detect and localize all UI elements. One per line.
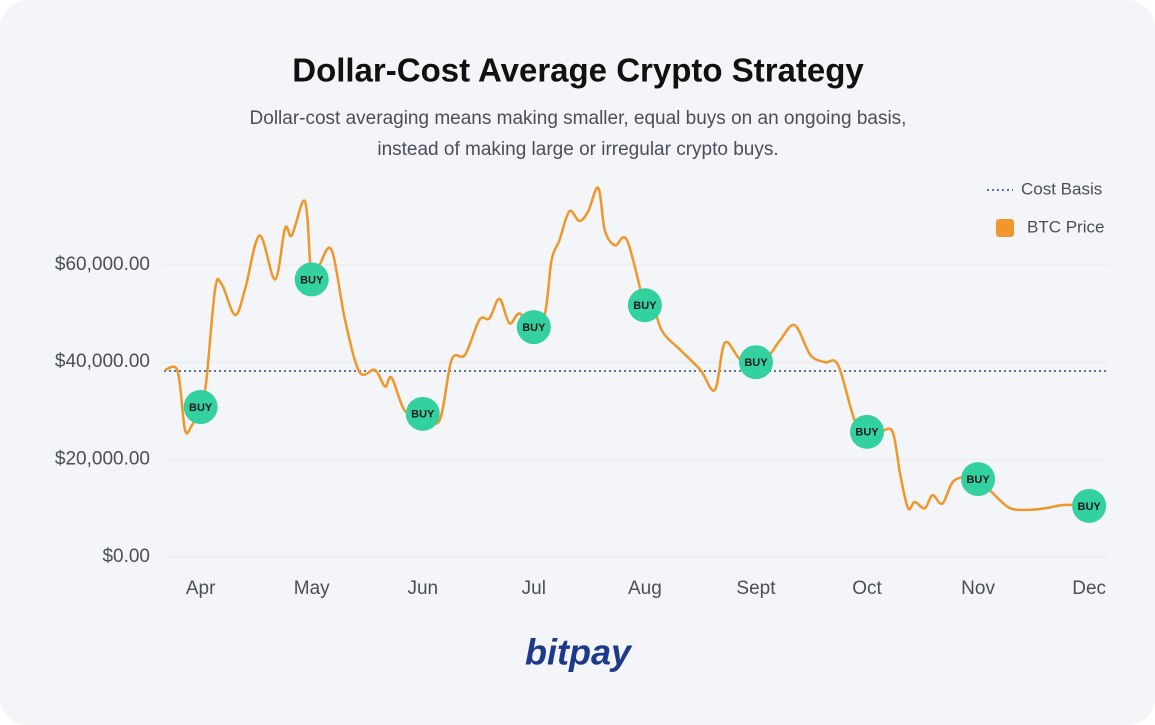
y-tick-label: $20,000.00 <box>55 449 150 470</box>
chart-subtitle: Dollar-cost averaging means making small… <box>249 108 907 160</box>
x-tick-label: Oct <box>852 578 882 599</box>
x-tick-label: Sept <box>736 578 776 599</box>
price-line <box>164 186 1090 512</box>
y-tick-label: $40,000.00 <box>55 351 150 372</box>
buy-label: BUY <box>744 357 768 369</box>
buy-label: BUY <box>633 300 657 312</box>
y-tick-label: $60,000.00 <box>55 254 150 275</box>
buy-label: BUY <box>855 427 879 439</box>
x-tick-label: Jun <box>407 578 438 599</box>
buy-marker <box>516 310 551 345</box>
buy-label: BUY <box>522 322 546 334</box>
buy-label: BUY <box>1078 501 1102 513</box>
buy-marker <box>1072 488 1107 523</box>
buy-label: BUY <box>966 474 990 486</box>
legend-label: BTC Price <box>1027 217 1104 236</box>
buy-marker <box>961 462 996 497</box>
x-tick-label: Aug <box>628 578 662 599</box>
y-tick-label: $0.00 <box>102 546 150 567</box>
legend-label: Cost Basis <box>1021 179 1102 198</box>
buy-marker <box>738 345 773 380</box>
buy-marker <box>405 396 440 431</box>
buy-marker <box>294 262 329 297</box>
buy-marker <box>627 288 662 323</box>
x-tick-label: Nov <box>961 578 995 599</box>
x-tick-label: Dec <box>1072 578 1106 599</box>
buy-label: BUY <box>411 409 435 421</box>
x-tick-label: May <box>294 578 330 599</box>
chart-title: Dollar-Cost Average Crypto Strategy <box>292 52 864 89</box>
x-tick-label: Jul <box>522 578 546 599</box>
buy-marker <box>183 390 218 424</box>
brand-logo: bitpay <box>525 632 633 673</box>
legend-swatch <box>996 219 1014 237</box>
x-tick-label: Apr <box>186 578 216 599</box>
buy-label: BUY <box>300 274 324 286</box>
buy-marker <box>850 414 885 449</box>
buy-label: BUY <box>189 402 213 414</box>
